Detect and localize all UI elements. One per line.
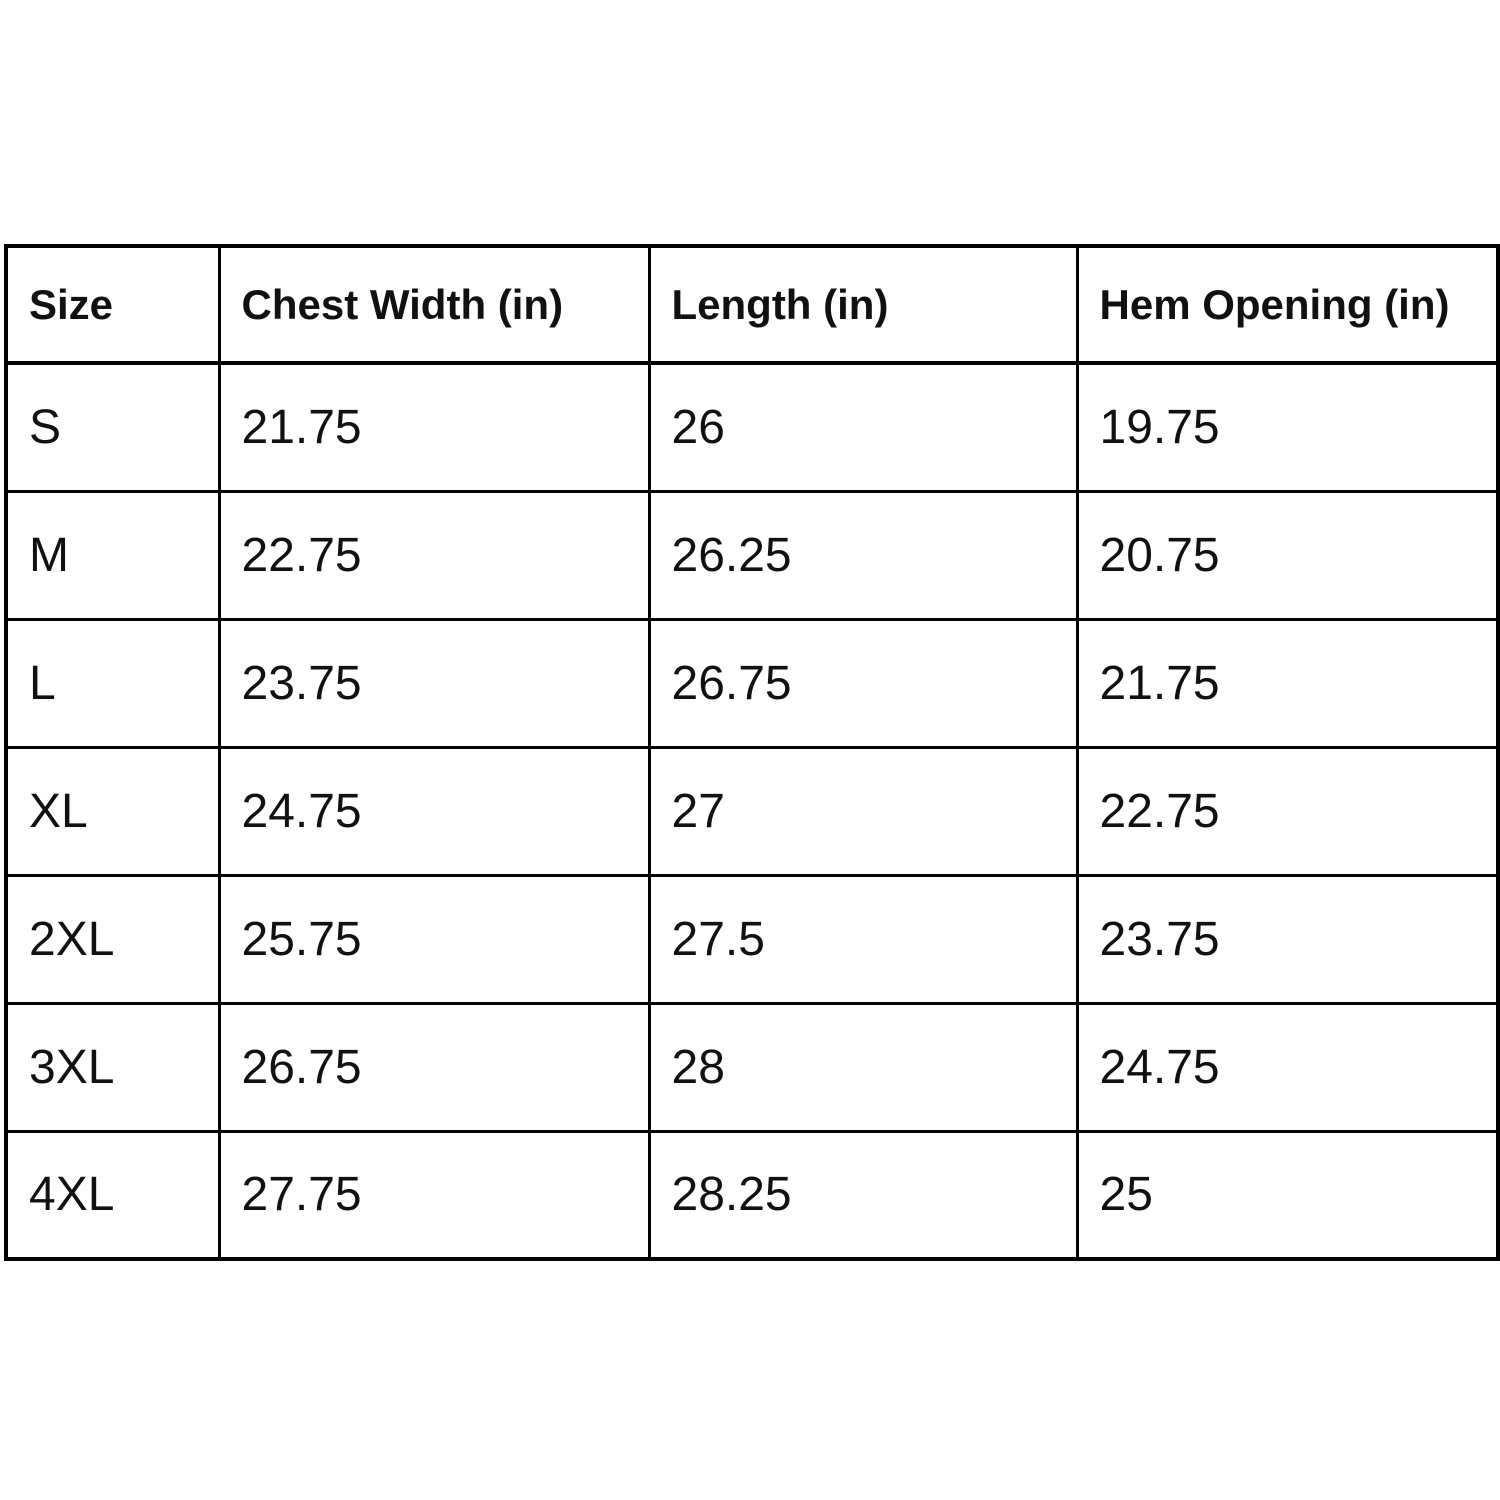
cell-size: M [4,489,221,621]
cell-hem: 23.75 [1075,873,1500,1005]
cell-hem: 22.75 [1075,745,1500,877]
cell-chest: 22.75 [217,489,651,621]
table-row-2xl: 2XL 25.75 27.5 23.75 [4,873,1500,1005]
cell-size: 4XL [4,1129,221,1261]
header-chest-width: Chest Width (in) [217,244,651,365]
cell-length: 28 [647,1001,1079,1133]
table-row-xl: XL 24.75 27 22.75 [4,745,1500,877]
cell-chest: 24.75 [217,745,651,877]
cell-hem: 24.75 [1075,1001,1500,1133]
cell-hem: 25 [1075,1129,1500,1261]
cell-length: 28.25 [647,1129,1079,1261]
table-row-3xl: 3XL 26.75 28 24.75 [4,1001,1500,1133]
size-chart-table: Size Chest Width (in) Length (in) Hem Op… [4,244,1500,1261]
cell-chest: 23.75 [217,617,651,749]
table-row-4xl: 4XL 27.75 28.25 25 [4,1129,1500,1261]
cell-hem: 20.75 [1075,489,1500,621]
table-header-row: Size Chest Width (in) Length (in) Hem Op… [4,244,1500,365]
cell-size: L [4,617,221,749]
cell-size: XL [4,745,221,877]
cell-hem: 21.75 [1075,617,1500,749]
cell-chest: 27.75 [217,1129,651,1261]
header-length: Length (in) [647,244,1079,365]
cell-length: 26.75 [647,617,1079,749]
cell-size: S [4,361,221,493]
header-hem-opening: Hem Opening (in) [1075,244,1500,365]
cell-chest: 21.75 [217,361,651,493]
cell-length: 27 [647,745,1079,877]
cell-size: 3XL [4,1001,221,1133]
table-row-m: M 22.75 26.25 20.75 [4,489,1500,621]
cell-length: 27.5 [647,873,1079,1005]
header-size: Size [4,244,221,365]
cell-length: 26.25 [647,489,1079,621]
table-row-l: L 23.75 26.75 21.75 [4,617,1500,749]
cell-size: 2XL [4,873,221,1005]
size-table-body: S 21.75 26 19.75 M 22.75 26.25 20.75 L 2… [4,361,1500,1261]
cell-hem: 19.75 [1075,361,1500,493]
cell-chest: 26.75 [217,1001,651,1133]
cell-length: 26 [647,361,1079,493]
table-row-s: S 21.75 26 19.75 [4,361,1500,493]
cell-chest: 25.75 [217,873,651,1005]
